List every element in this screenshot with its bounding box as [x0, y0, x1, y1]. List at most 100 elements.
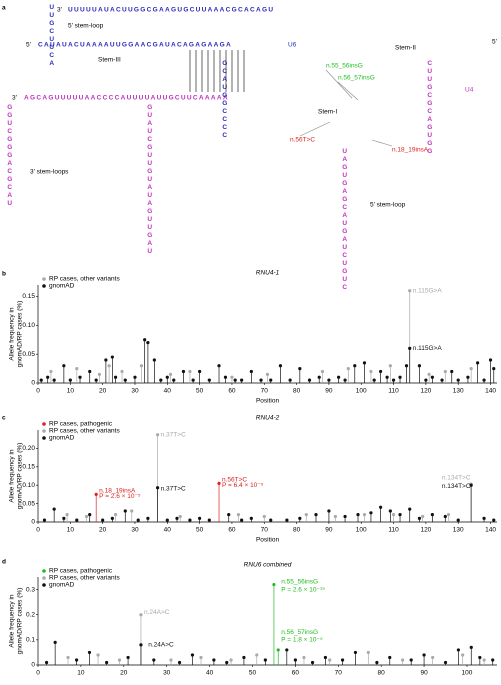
chart-title: RNU6 combined	[244, 562, 292, 569]
point	[152, 358, 156, 362]
point	[223, 375, 228, 379]
point	[242, 655, 246, 660]
point	[456, 378, 460, 382]
point	[320, 369, 325, 374]
annotation: n.24A>C	[144, 609, 170, 616]
point	[461, 653, 465, 657]
point	[262, 514, 266, 519]
x-tick-label: 100	[356, 527, 367, 534]
point	[430, 513, 434, 517]
diagram-label: 5′ stem-loop	[68, 23, 104, 30]
point	[388, 364, 392, 368]
point	[276, 648, 280, 652]
y-tick-label: 0.05	[22, 351, 35, 358]
point	[492, 518, 496, 522]
x-tick-label: 130	[453, 527, 464, 534]
point	[307, 378, 312, 382]
point	[146, 516, 150, 520]
point	[62, 516, 66, 520]
annotation: n.24A>C	[148, 642, 174, 649]
panel-label: a	[2, 5, 6, 12]
x-tick-label: 30	[131, 388, 139, 395]
point	[482, 516, 486, 520]
y-tick-label: 0	[31, 662, 35, 669]
point	[39, 378, 43, 382]
annotation: n.18_19insA	[99, 487, 136, 494]
annotation: P = 6.4 × 10⁻⁵	[222, 482, 264, 489]
legend-swatch	[42, 422, 46, 426]
point	[117, 658, 122, 662]
point	[398, 513, 402, 517]
point	[398, 375, 402, 379]
point	[362, 513, 367, 517]
point	[469, 366, 473, 371]
point	[272, 582, 276, 587]
point	[240, 518, 244, 522]
point	[97, 372, 102, 376]
point	[388, 655, 392, 660]
point	[94, 492, 98, 496]
point	[408, 289, 412, 293]
point	[379, 369, 383, 374]
legend-label: gnomAD	[49, 582, 75, 589]
annotation: n.56T>C	[222, 476, 247, 483]
diagram-label: Stem-II	[395, 45, 416, 52]
point	[107, 364, 111, 368]
point	[139, 364, 144, 368]
point	[88, 513, 92, 517]
x-tick-label: 140	[485, 527, 496, 534]
point	[84, 514, 89, 519]
point	[101, 518, 105, 522]
x-tick-label: 100	[356, 388, 367, 395]
point	[369, 369, 373, 374]
chart-title: RNU4-1	[256, 270, 280, 277]
y-axis-label: gnomAD/RP cases (%)	[17, 588, 24, 655]
point	[155, 433, 160, 437]
point	[443, 514, 447, 519]
y-axis-label: Allele frequency in	[9, 594, 16, 647]
point	[259, 378, 263, 382]
point	[353, 650, 358, 655]
point	[422, 653, 426, 657]
diagram-label: U6	[288, 42, 297, 49]
point	[431, 655, 435, 660]
rna-strand: CAUAUACUAAAAUUGGAACGAUACAGAGAAGA	[38, 42, 232, 49]
point	[298, 366, 302, 371]
x-tick-label: 60	[228, 388, 236, 395]
legend-label: gnomAD	[49, 283, 75, 290]
y-axis-label: Allele frequency in	[9, 307, 16, 360]
point	[52, 378, 56, 382]
annotation: n.115G>A	[413, 287, 443, 294]
point	[328, 658, 332, 662]
point	[302, 655, 306, 660]
y-tick-label: 0	[31, 519, 35, 526]
x-tick-label: 110	[388, 527, 399, 534]
point	[188, 369, 192, 374]
point	[427, 372, 431, 376]
x-tick-label: 90	[325, 527, 333, 534]
point	[285, 648, 289, 652]
point	[191, 378, 195, 382]
diagram-label: 5′	[26, 42, 32, 49]
point	[212, 658, 216, 662]
point	[343, 378, 347, 382]
y-axis-label: gnomAD/RP cases (%)	[17, 301, 24, 368]
point	[42, 518, 47, 522]
legend-swatch	[42, 569, 46, 573]
y-tick-label: 0.10	[22, 322, 35, 329]
rna-strand: UUUUUAUACUUGGCGAAGUGCUUAAACGCACAGU	[68, 7, 274, 14]
point	[87, 650, 92, 655]
x-tick-label: 10	[67, 388, 75, 395]
legend-label: RP cases, pathogenic	[49, 421, 113, 428]
point	[146, 341, 150, 345]
point	[417, 516, 422, 520]
point	[293, 658, 297, 662]
diagram-label: Stem-III	[98, 57, 121, 64]
x-tick-label: 20	[120, 670, 128, 677]
x-tick-label: 110	[388, 388, 399, 395]
point	[190, 653, 195, 657]
point	[333, 514, 337, 519]
legend-label: RP cases, pathogenic	[49, 568, 113, 575]
x-tick-label: 70	[261, 388, 269, 395]
diagram-label: 5′ stem-loop	[370, 202, 406, 209]
